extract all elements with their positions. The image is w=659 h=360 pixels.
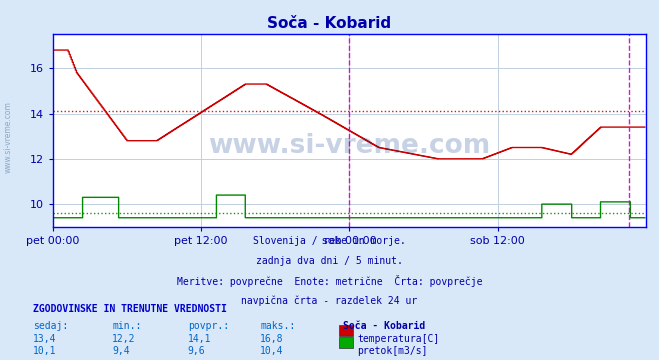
Bar [339, 325, 353, 336]
Text: sedaj:: sedaj: [33, 321, 68, 332]
Text: maks.:: maks.: [260, 321, 295, 332]
Text: zadnja dva dni / 5 minut.: zadnja dva dni / 5 minut. [256, 256, 403, 266]
Text: Soča - Kobarid: Soča - Kobarid [268, 16, 391, 31]
Text: ZGODOVINSKE IN TRENUTNE VREDNOSTI: ZGODOVINSKE IN TRENUTNE VREDNOSTI [33, 304, 227, 314]
Bar [339, 337, 353, 348]
Text: temperatura[C]: temperatura[C] [357, 334, 440, 344]
Text: 9,4: 9,4 [112, 346, 130, 356]
Text: 13,4: 13,4 [33, 334, 57, 344]
Text: 9,6: 9,6 [188, 346, 206, 356]
Text: 14,1: 14,1 [188, 334, 212, 344]
Text: min.:: min.: [112, 321, 142, 332]
Text: pretok[m3/s]: pretok[m3/s] [357, 346, 428, 356]
Text: Soča - Kobarid: Soča - Kobarid [343, 321, 425, 332]
Text: www.si-vreme.com: www.si-vreme.com [3, 101, 13, 173]
Text: Meritve: povprečne  Enote: metrične  Črta: povprečje: Meritve: povprečne Enote: metrične Črta:… [177, 275, 482, 287]
Text: navpična črta - razdelek 24 ur: navpična črta - razdelek 24 ur [241, 295, 418, 306]
Text: 16,8: 16,8 [260, 334, 284, 344]
Text: 10,4: 10,4 [260, 346, 284, 356]
Text: 10,1: 10,1 [33, 346, 57, 356]
Text: Slovenija / reke in morje.: Slovenija / reke in morje. [253, 236, 406, 246]
Text: www.si-vreme.com: www.si-vreme.com [208, 133, 490, 159]
Text: povpr.:: povpr.: [188, 321, 229, 332]
Text: 12,2: 12,2 [112, 334, 136, 344]
